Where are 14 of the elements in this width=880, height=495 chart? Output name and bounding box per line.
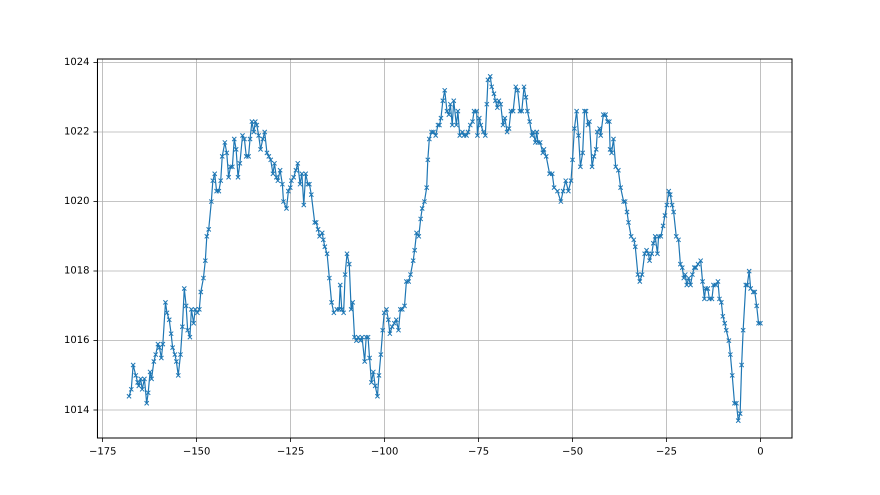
- y-tick-label: 1018: [64, 266, 90, 277]
- x-tick-label: −125: [276, 446, 304, 458]
- y-tick-label: 1020: [64, 196, 90, 208]
- x-tick-label: −100: [370, 446, 398, 458]
- x-tick-label: −75: [468, 446, 490, 458]
- x-tick-label: −175: [88, 446, 116, 458]
- y-tick-label: 1014: [64, 404, 90, 416]
- y-tick-label: 1016: [64, 335, 90, 346]
- x-tick-label: −50: [562, 446, 584, 458]
- y-tick-label: 1024: [64, 57, 90, 68]
- x-tick-label: −25: [656, 446, 678, 458]
- y-tick-label: 1022: [64, 126, 90, 138]
- x-tick-label: 0: [757, 446, 764, 458]
- x-tick-label: −150: [182, 446, 210, 458]
